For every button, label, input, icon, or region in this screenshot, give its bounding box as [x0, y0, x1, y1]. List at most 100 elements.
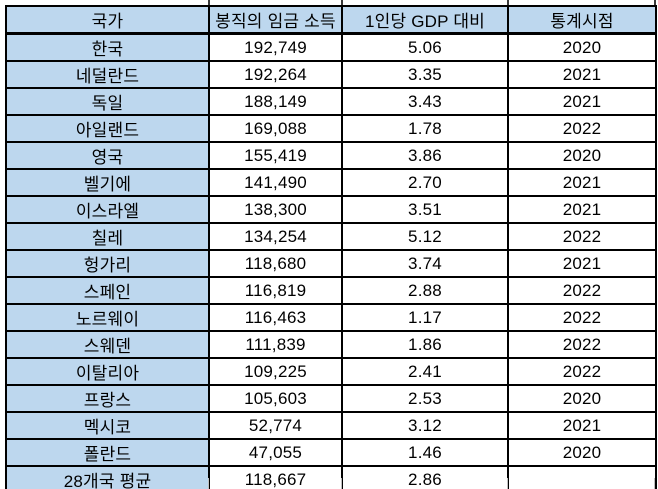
table-row: 폴란드 47,055 1.46 2020: [5, 438, 657, 467]
income-cell: 105,603: [208, 384, 343, 413]
income-cell: 118,667: [208, 465, 343, 489]
gridline-stub: [654, 0, 656, 6]
gridline-stub: [341, 0, 343, 6]
country-cell: 멕시코: [5, 411, 210, 440]
gdp-ratio-cell: 3.35: [341, 60, 509, 89]
stat-year-cell: 2021: [507, 411, 657, 440]
income-cell: 109,225: [208, 357, 343, 386]
gdp-ratio-cell: 1.46: [341, 438, 509, 467]
country-cell: 이탈리아: [5, 357, 210, 386]
income-cell: 138,300: [208, 195, 343, 224]
stat-year-cell: [507, 465, 657, 489]
country-wage-table: 국가 봉직의 임금 소득 1인당 GDP 대비 통계시점 한국 192,749 5.…: [5, 5, 657, 489]
country-cell: 프랑스: [5, 384, 210, 413]
header-row: 국가 봉직의 임금 소득 1인당 GDP 대비 통계시점: [5, 5, 657, 35]
table-row: 멕시코 52,774 3.12 2021: [5, 411, 657, 440]
gdp-ratio-cell: 3.51: [341, 195, 509, 224]
gdp-ratio-cell: 2.70: [341, 168, 509, 197]
country-cell: 이스라엘: [5, 195, 210, 224]
country-cell: 독일: [5, 87, 210, 116]
stat-year-cell: 2022: [507, 303, 657, 332]
gdp-ratio-cell: 1.86: [341, 330, 509, 359]
gridline-stub: [654, 478, 655, 489]
gdp-ratio-cell: 2.88: [341, 276, 509, 305]
gridline-stub: [341, 478, 342, 489]
gdp-ratio-cell: 3.12: [341, 411, 509, 440]
gdp-ratio-cell: 2.53: [341, 384, 509, 413]
gdp-ratio-cell: 2.41: [341, 357, 509, 386]
gdp-ratio-cell: 3.43: [341, 87, 509, 116]
stat-year-cell: 2020: [507, 384, 657, 413]
stat-year-cell: 2021: [507, 195, 657, 224]
stat-year-cell: 2020: [507, 32, 657, 62]
country-cell: 네덜란드: [5, 60, 210, 89]
gridline-stub: [208, 0, 210, 6]
table-row: 벨기에 141,490 2.70 2021: [5, 168, 657, 197]
gridline-stub: [208, 478, 209, 489]
income-cell: 116,819: [208, 276, 343, 305]
table-row: 이탈리아 109,225 2.41 2022: [5, 357, 657, 386]
header-cell-gdp-ratio: 1인당 GDP 대비: [341, 5, 509, 35]
country-cell: 28개국 평균: [5, 465, 210, 489]
table-row: 스페인 116,819 2.88 2022: [5, 276, 657, 305]
income-cell: 111,839: [208, 330, 343, 359]
gdp-ratio-cell: 2.86: [341, 465, 509, 489]
table-row: 28개국 평균 118,667 2.86: [5, 465, 657, 489]
income-cell: 169,088: [208, 114, 343, 143]
country-cell: 칠레: [5, 222, 210, 251]
country-cell: 영국: [5, 141, 210, 170]
income-cell: 47,055: [208, 438, 343, 467]
table-row: 프랑스 105,603 2.53 2020: [5, 384, 657, 413]
stat-year-cell: 2022: [507, 276, 657, 305]
stat-year-cell: 2021: [507, 87, 657, 116]
table-row: 독일 188,149 3.43 2021: [5, 87, 657, 116]
table-row: 아일랜드 169,088 1.78 2022: [5, 114, 657, 143]
country-cell: 폴란드: [5, 438, 210, 467]
gdp-ratio-cell: 5.06: [341, 32, 509, 62]
income-cell: 52,774: [208, 411, 343, 440]
country-cell: 스웨덴: [5, 330, 210, 359]
gdp-ratio-cell: 3.86: [341, 141, 509, 170]
income-cell: 192,264: [208, 60, 343, 89]
country-cell: 한국: [5, 32, 210, 62]
income-cell: 118,680: [208, 249, 343, 278]
country-cell: 아일랜드: [5, 114, 210, 143]
income-cell: 188,149: [208, 87, 343, 116]
gdp-ratio-cell: 3.74: [341, 249, 509, 278]
country-cell: 노르웨이: [5, 303, 210, 332]
table-row: 영국 155,419 3.86 2020: [5, 141, 657, 170]
gdp-ratio-cell: 1.78: [341, 114, 509, 143]
header-cell-stat-year: 통계시점: [507, 5, 657, 35]
table-row: 스웨덴 111,839 1.86 2022: [5, 330, 657, 359]
stat-year-cell: 2020: [507, 438, 657, 467]
table-row: 칠레 134,254 5.12 2022: [5, 222, 657, 251]
income-cell: 134,254: [208, 222, 343, 251]
gridline-stub: [507, 478, 508, 489]
income-cell: 116,463: [208, 303, 343, 332]
stat-year-cell: 2022: [507, 357, 657, 386]
stat-year-cell: 2022: [507, 330, 657, 359]
gridline-stub: [507, 0, 509, 6]
gdp-ratio-cell: 1.17: [341, 303, 509, 332]
gdp-ratio-cell: 5.12: [341, 222, 509, 251]
income-cell: 141,490: [208, 168, 343, 197]
header-cell-country: 국가: [5, 5, 210, 35]
table-row: 헝가리 118,680 3.74 2021: [5, 249, 657, 278]
header-cell-income: 봉직의 임금 소득: [208, 5, 343, 35]
income-cell: 155,419: [208, 141, 343, 170]
table-row: 한국 192,749 5.06 2020: [5, 32, 657, 62]
stat-year-cell: 2022: [507, 222, 657, 251]
stat-year-cell: 2021: [507, 168, 657, 197]
country-cell: 스페인: [5, 276, 210, 305]
table-row: 네덜란드 192,264 3.35 2021: [5, 60, 657, 89]
stat-year-cell: 2020: [507, 141, 657, 170]
table-row: 이스라엘 138,300 3.51 2021: [5, 195, 657, 224]
country-cell: 헝가리: [5, 249, 210, 278]
country-cell: 벨기에: [5, 168, 210, 197]
table-row: 노르웨이 116,463 1.17 2022: [5, 303, 657, 332]
stat-year-cell: 2021: [507, 60, 657, 89]
table-body: 한국 192,749 5.06 2020 네덜란드 192,264 3.35 2021 독일 18…: [5, 32, 657, 489]
stat-year-cell: 2021: [507, 249, 657, 278]
stat-year-cell: 2022: [507, 114, 657, 143]
